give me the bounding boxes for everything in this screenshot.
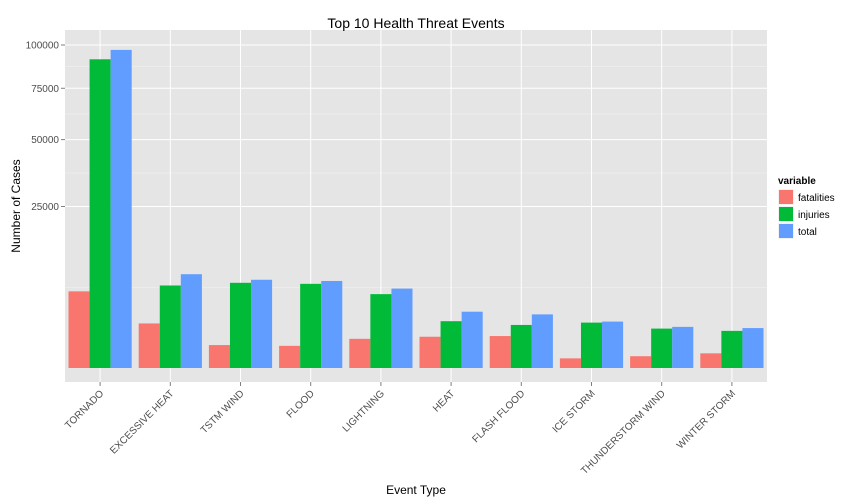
bar-total	[391, 288, 413, 368]
bar-injuries	[580, 322, 603, 368]
legend-swatch-fatalities	[779, 190, 793, 204]
bar-injuries	[440, 321, 462, 368]
bar-total	[742, 328, 764, 368]
bar-fatalities	[208, 345, 230, 368]
bar-fatalities	[68, 291, 90, 368]
x-axis: TORNADO EXCESSIVE HEAT TSTM WIND FLOOD LIGHT…	[63, 382, 738, 477]
bar-injuries	[370, 294, 392, 368]
y-tick-label: 75000	[31, 84, 59, 95]
x-tick-label: EXCESSIVE HEAT	[108, 388, 176, 456]
bar-total	[531, 314, 553, 368]
bar-fatalities	[349, 338, 371, 368]
x-tick-label: FLOOD	[285, 388, 317, 420]
y-tick-label: 100000	[26, 41, 60, 52]
bar-fatalities	[630, 356, 652, 368]
legend: variable fatalities injuries total	[778, 176, 835, 239]
bar-fatalities	[419, 336, 441, 368]
y-tick-label: 50000	[31, 135, 59, 146]
bar-fatalities	[489, 336, 511, 368]
x-tick-label: HEAT	[431, 388, 457, 414]
chart-title: Top 10 Health Threat Events	[327, 15, 504, 31]
legend-label-total: total	[798, 227, 817, 238]
x-tick-label: FLASH FLOOD	[471, 388, 528, 445]
bar-total	[461, 311, 483, 368]
x-tick-label: TSTM WIND	[199, 388, 247, 436]
x-tick-label: WINTER STORM	[675, 388, 738, 451]
bar-total	[672, 326, 694, 368]
bar-injuries	[510, 324, 532, 368]
legend-label-injuries: injuries	[798, 210, 830, 221]
x-tick-label: THUNDERSTORM WIND	[579, 388, 668, 477]
legend-label-fatalities: fatalities	[798, 193, 835, 204]
x-tick-label: TORNADO	[63, 388, 106, 431]
bar-injuries	[89, 59, 111, 369]
x-axis-title: Event Type	[386, 483, 446, 497]
bars	[68, 49, 764, 369]
bar-total	[321, 280, 343, 368]
bar-fatalities	[279, 345, 301, 368]
x-tick-label: ICE STORM	[551, 388, 598, 435]
bar-fatalities	[138, 323, 160, 368]
bar-total	[602, 321, 624, 368]
bar-injuries	[651, 328, 673, 368]
legend-swatch-total	[779, 224, 793, 238]
bar-total	[110, 49, 132, 369]
y-axis-title: Number of Cases	[9, 159, 23, 252]
y-tick-label: 25000	[31, 202, 59, 213]
bar-fatalities	[700, 353, 722, 368]
bar-injuries	[229, 282, 252, 368]
legend-swatch-injuries	[779, 207, 793, 221]
bar-total	[251, 279, 273, 368]
bar-injuries	[300, 283, 322, 368]
bar-injuries	[721, 330, 743, 368]
bar-injuries	[159, 285, 181, 368]
y-axis: 25000 50000 75000 100000	[26, 41, 65, 213]
x-tick-label: LIGHTNING	[341, 388, 387, 434]
bar-total	[180, 274, 202, 368]
bar-fatalities	[559, 358, 581, 368]
legend-title: variable	[778, 176, 816, 187]
